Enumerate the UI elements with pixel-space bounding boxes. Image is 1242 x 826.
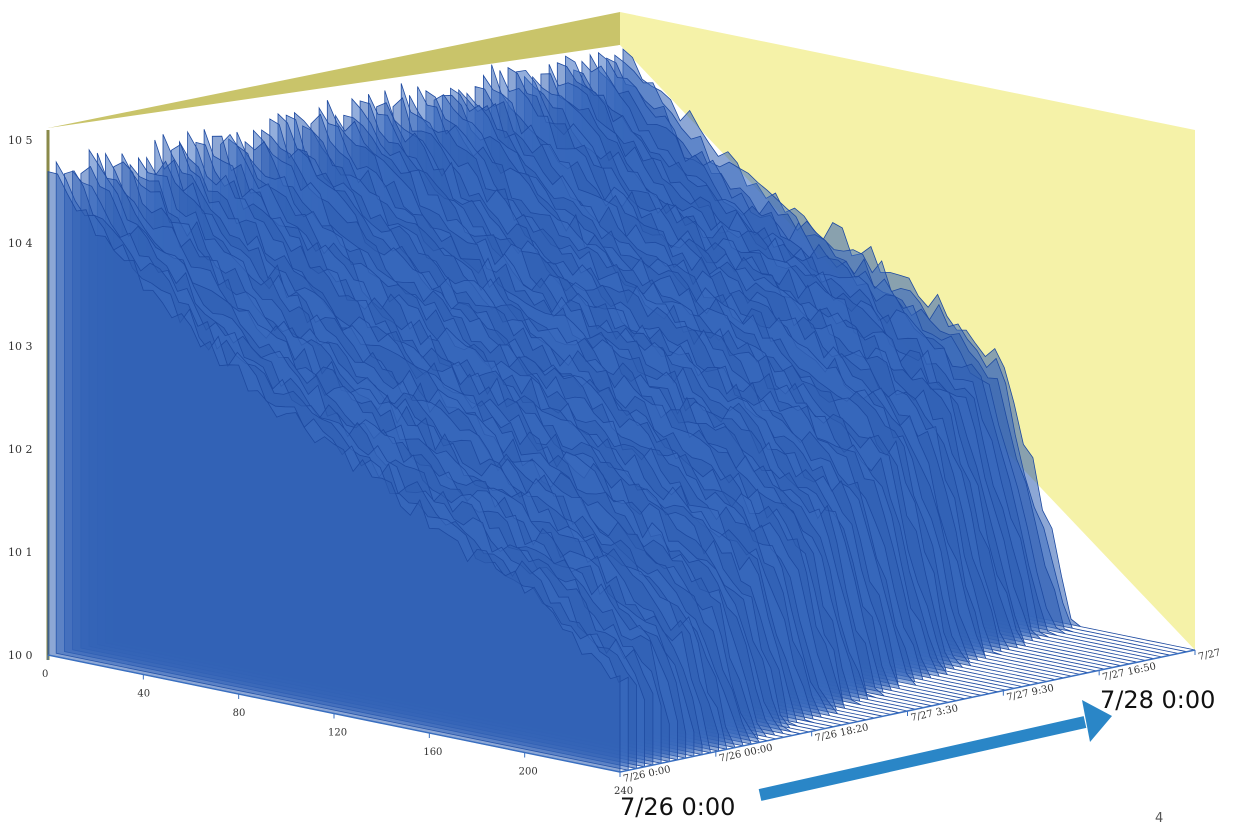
surface [47, 48, 1196, 773]
x-tick-label: 120 [328, 728, 347, 739]
end-time-label: 7/28 0:00 [1100, 686, 1215, 714]
y-tick-label: 10 5 [8, 134, 33, 147]
x-axis-ticks: 0 40 80 120 160 200 240 [42, 655, 633, 797]
x-tick-label: 200 [519, 767, 538, 778]
time-tick-label: 7/27 [1197, 648, 1221, 663]
x-tick-label: 240 [614, 786, 633, 797]
time-arrow [758, 700, 1112, 801]
y-tick-label: 10 4 [8, 237, 33, 250]
y-tick-label: 10 0 [8, 649, 33, 662]
y-tick-label: 10 2 [8, 443, 33, 456]
surface-slice [47, 171, 621, 773]
y-axis-ticks: 10 0 10 1 10 2 10 3 10 4 10 5 [8, 134, 33, 662]
start-time-label: 7/26 0:00 [620, 793, 735, 821]
y-tick-label: 10 3 [8, 340, 33, 353]
x-tick-label: 40 [137, 689, 150, 700]
x-tick-label: 0 [42, 669, 48, 680]
x-tick-label: 80 [233, 708, 246, 719]
time-tick-label: 7/27 9:30 [1006, 683, 1055, 704]
x-tick-label: 160 [423, 747, 442, 758]
page-number: 4 [1155, 811, 1163, 826]
y-tick-label: 10 1 [8, 546, 33, 559]
